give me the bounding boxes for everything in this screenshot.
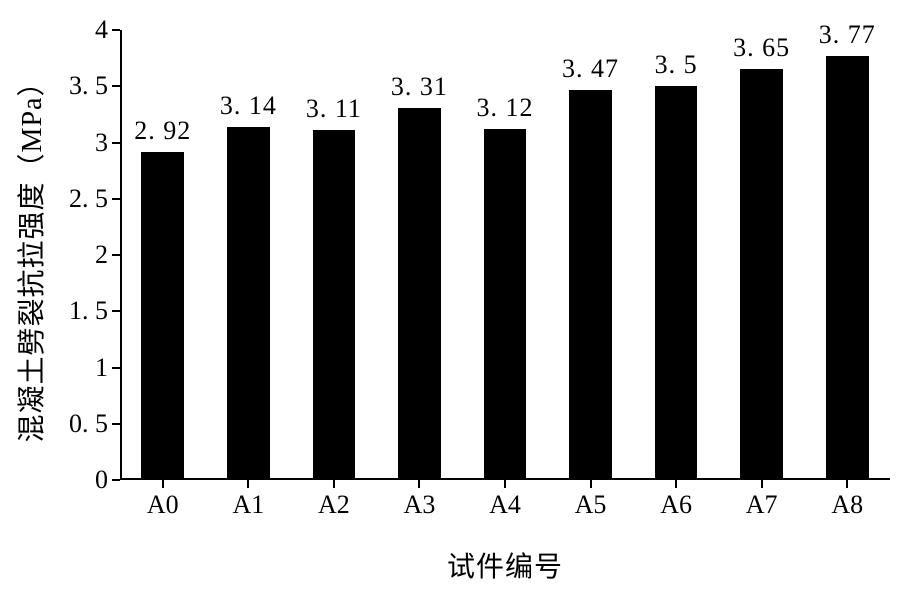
bar-value-label: 3. 47 bbox=[562, 54, 619, 84]
x-tick bbox=[247, 480, 249, 488]
y-tick bbox=[112, 142, 120, 144]
bar-value-label: 3. 65 bbox=[733, 33, 790, 63]
x-tick-label: A0 bbox=[147, 490, 179, 520]
bar: 3. 47 bbox=[569, 90, 612, 480]
y-tick-label: 3 bbox=[95, 128, 108, 158]
bar-value-label: 2. 92 bbox=[134, 116, 191, 146]
bar-value-label: 3. 11 bbox=[306, 94, 362, 124]
x-tick-label: A1 bbox=[232, 490, 264, 520]
y-tick-label: 4 bbox=[95, 15, 108, 45]
x-tick bbox=[504, 480, 506, 488]
y-tick-label: 1 bbox=[95, 353, 108, 383]
bar: 3. 31 bbox=[398, 108, 441, 480]
chart-container: 混凝土劈裂抗拉强度（MPa） 试件编号 00. 511. 522. 533. 5… bbox=[0, 0, 922, 590]
y-tick-label: 0. 5 bbox=[69, 409, 108, 439]
bar-value-label: 3. 31 bbox=[391, 72, 448, 102]
y-tick bbox=[112, 367, 120, 369]
bar: 3. 11 bbox=[313, 130, 356, 480]
y-axis-title: 混凝土劈裂抗拉强度（MPa） bbox=[10, 68, 50, 443]
y-tick-label: 2. 5 bbox=[69, 184, 108, 214]
x-tick bbox=[418, 480, 420, 488]
y-tick-label: 3. 5 bbox=[69, 71, 108, 101]
y-tick bbox=[112, 310, 120, 312]
x-tick bbox=[333, 480, 335, 488]
y-tick bbox=[112, 198, 120, 200]
y-tick-label: 2 bbox=[95, 240, 108, 270]
x-tick bbox=[846, 480, 848, 488]
x-tick-label: A7 bbox=[746, 490, 778, 520]
y-tick bbox=[112, 254, 120, 256]
x-tick-label: A8 bbox=[831, 490, 863, 520]
bar-value-label: 3. 12 bbox=[476, 93, 533, 123]
y-tick bbox=[112, 423, 120, 425]
x-tick bbox=[162, 480, 164, 488]
bar: 3. 77 bbox=[826, 56, 869, 480]
x-tick bbox=[761, 480, 763, 488]
x-tick bbox=[675, 480, 677, 488]
bar-value-label: 3. 14 bbox=[220, 91, 277, 121]
y-tick bbox=[112, 85, 120, 87]
x-axis-title: 试件编号 bbox=[447, 545, 563, 585]
y-tick-label: 0 bbox=[95, 465, 108, 495]
x-tick-label: A2 bbox=[318, 490, 350, 520]
x-tick bbox=[590, 480, 592, 488]
bar-value-label: 3. 77 bbox=[819, 20, 876, 50]
x-tick-label: A4 bbox=[489, 490, 521, 520]
x-tick-label: A5 bbox=[575, 490, 607, 520]
y-tick bbox=[112, 479, 120, 481]
bar: 3. 5 bbox=[655, 86, 698, 480]
bar: 3. 14 bbox=[227, 127, 270, 480]
bar: 2. 92 bbox=[141, 152, 184, 481]
y-axis bbox=[120, 30, 122, 480]
x-tick-label: A3 bbox=[404, 490, 436, 520]
x-tick-label: A6 bbox=[660, 490, 692, 520]
bar: 3. 12 bbox=[484, 129, 527, 480]
bar: 3. 65 bbox=[740, 69, 783, 480]
y-tick-label: 1. 5 bbox=[69, 296, 108, 326]
plot-area: 00. 511. 522. 533. 54A02. 92A13. 14A23. … bbox=[120, 30, 890, 480]
y-tick bbox=[112, 29, 120, 31]
bar-value-label: 3. 5 bbox=[655, 50, 698, 80]
